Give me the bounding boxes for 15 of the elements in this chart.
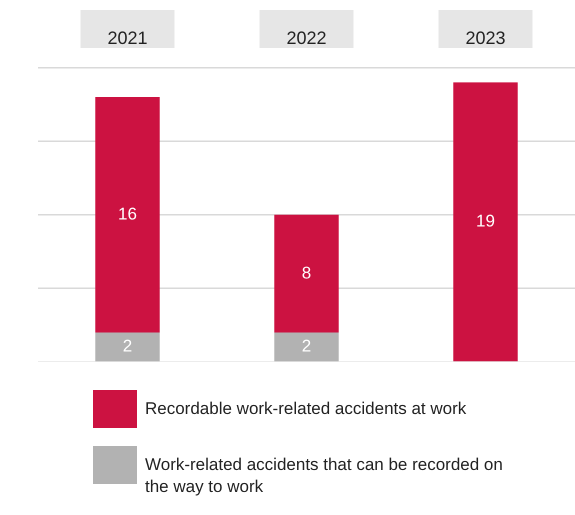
bar xyxy=(95,97,160,333)
x-tick-label: 2021 xyxy=(107,28,148,48)
data-label: 16 xyxy=(118,204,137,224)
data-label: 2 xyxy=(302,336,312,356)
data-label: 19 xyxy=(476,211,495,230)
legend-label: Work-related accidents that can be recorded on the way to work xyxy=(145,454,504,498)
bar xyxy=(453,82,518,362)
legend-label: Recordable work-related accidents at work xyxy=(145,398,468,420)
x-tick-label: 2022 xyxy=(286,28,327,48)
bar xyxy=(274,332,339,362)
bar xyxy=(274,214,339,333)
bar xyxy=(95,332,160,362)
x-tick-label: 2023 xyxy=(465,28,506,48)
data-label: 8 xyxy=(302,263,312,282)
data-label: 2 xyxy=(122,336,132,356)
